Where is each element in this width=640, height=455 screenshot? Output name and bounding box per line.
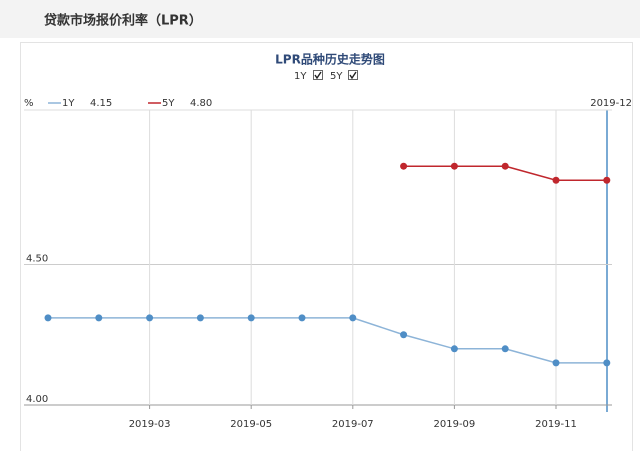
data-point [552,176,560,184]
x-tick-label: 2019-09 [434,419,476,430]
data-point [400,331,408,339]
check-mark [314,71,322,80]
chart-title: LPR品种历史走势图 [275,52,385,67]
y-unit: % [24,98,34,109]
x-tick-label: 2019-11 [535,419,577,430]
x-tick-label: 2019-03 [129,419,171,430]
data-point [400,162,408,170]
series-line [48,317,607,364]
data-point [349,314,357,322]
toggle-label: 5Y [330,71,343,82]
y-tick-label: 4.00 [26,394,48,405]
legend-value: 4.80 [190,98,212,109]
panel [20,42,633,455]
data-point [450,345,458,353]
legend-label: 5Y [162,98,175,109]
check-mark [349,71,357,80]
toggle-label: 1Y [294,71,307,82]
data-point [196,314,204,322]
data-point [552,359,560,367]
data-point [95,314,103,322]
checkbox[interactable] [348,70,358,80]
checkbox[interactable] [313,70,323,80]
data-point [298,314,306,322]
data-point [501,162,509,170]
legend-value: 4.15 [90,98,112,109]
data-point [146,314,154,322]
x-tick-label: 2019-05 [230,419,272,430]
legend-label: 1Y [62,98,75,109]
data-point [44,314,52,322]
x-tick-label: 2019-07 [332,419,374,430]
data-point [450,162,458,170]
data-point [247,314,255,322]
y-tick-label: 4.50 [26,254,48,265]
header-bar [0,0,640,38]
data-point [501,345,509,353]
crosshair-label: 2019-12 [590,98,632,109]
header-title: 贷款市场报价利率（LPR） [44,13,202,29]
data-point [603,176,611,184]
data-point [603,359,611,367]
